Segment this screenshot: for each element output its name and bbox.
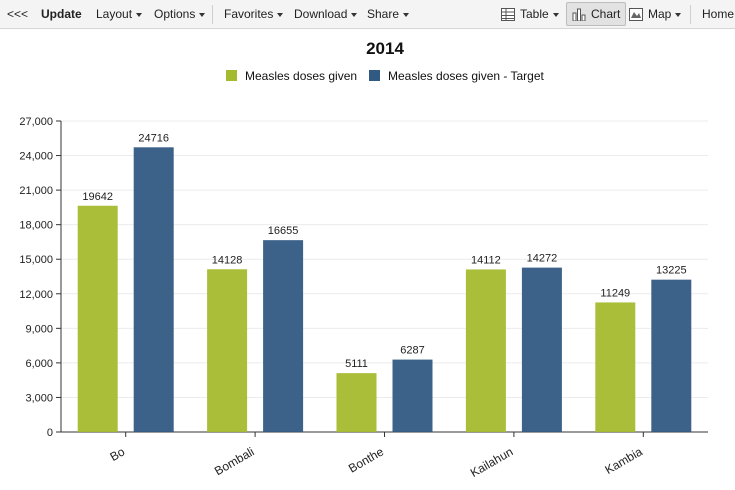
chart-label: Chart	[591, 7, 621, 21]
bar-target	[133, 147, 174, 432]
y-tick-label: 18,000	[19, 220, 53, 232]
y-tick-label: 15,000	[19, 254, 53, 266]
data-label: 6287	[400, 345, 424, 357]
legend-item-1[interactable]: Measles doses given	[226, 69, 357, 83]
legend-swatch-2	[369, 70, 380, 81]
y-tick-label: 24,000	[19, 151, 53, 163]
update-button[interactable]: Update	[41, 7, 82, 21]
x-tick-label: Bonthe	[346, 444, 386, 475]
options-label: Options	[154, 7, 196, 21]
separator	[212, 5, 213, 24]
home-button[interactable]: Home	[702, 7, 735, 21]
separator	[690, 5, 691, 24]
bar-given	[336, 373, 377, 432]
toolbar: <<< Update Layout Options Favorites Down…	[0, 0, 735, 29]
map-label: Map	[648, 7, 672, 21]
data-label: 19642	[82, 191, 113, 203]
data-label: 5111	[345, 358, 368, 370]
data-label: 14272	[527, 253, 558, 265]
legend-label-2: Measles doses given - Target	[388, 69, 545, 83]
table-label: Table	[520, 7, 549, 21]
chart-title: 2014	[366, 39, 404, 58]
bar-target	[651, 279, 692, 432]
favorites-label: Favorites	[224, 7, 274, 21]
legend-swatch-1	[226, 70, 237, 81]
x-tick-label: Kailahun	[468, 444, 515, 479]
plot-area: 0 3,000 6,000 9,000 12,000 15,000 18,000 21,000…	[19, 116, 708, 480]
table-menu[interactable]: Table	[501, 4, 559, 25]
back-button[interactable]: <<<	[7, 7, 29, 21]
data-label: 13225	[656, 265, 687, 277]
table-icon	[501, 8, 515, 22]
bar-target	[392, 359, 433, 432]
bar-given	[77, 205, 118, 432]
chevron-down-icon	[199, 12, 206, 17]
share-label: Share	[367, 7, 400, 21]
legend-item-2[interactable]: Measles doses given - Target	[369, 69, 545, 83]
y-tick-label: 6,000	[25, 358, 53, 370]
x-tick-label: Bombali	[212, 444, 257, 478]
chart-area: 2014 Measles doses given Measles doses g…	[0, 30, 735, 485]
y-tick-label: 21,000	[19, 185, 53, 197]
y-tick-label: 3,000	[25, 392, 53, 404]
favorites-menu[interactable]: Favorites	[224, 4, 284, 25]
share-menu[interactable]: Share	[367, 4, 410, 25]
legend-label-1: Measles doses given	[245, 69, 357, 83]
data-label: 16655	[268, 225, 299, 237]
bar-chart-icon	[572, 8, 586, 22]
x-tick-label: Kambia	[603, 444, 646, 477]
y-tick-label: 9,000	[25, 323, 53, 335]
y-tick-label: 12,000	[19, 289, 53, 301]
chart-button[interactable]: Chart	[566, 2, 627, 26]
data-label: 14128	[212, 254, 243, 266]
y-tick-label: 27,000	[19, 116, 53, 128]
x-tick-label: Bo	[107, 444, 127, 464]
bar-given	[465, 269, 506, 432]
map-icon	[629, 8, 643, 22]
legend: Measles doses given Measles doses given …	[226, 69, 545, 83]
bar-given	[207, 269, 248, 432]
download-menu[interactable]: Download	[294, 4, 358, 25]
download-label: Download	[294, 7, 348, 21]
chevron-down-icon	[351, 12, 358, 17]
options-menu[interactable]: Options	[154, 4, 206, 25]
layout-label: Layout	[96, 7, 133, 21]
chevron-down-icon	[675, 12, 682, 17]
layout-menu[interactable]: Layout	[96, 4, 143, 25]
bar-target	[521, 267, 562, 432]
bar-given	[595, 302, 636, 432]
data-label: 24716	[138, 132, 169, 144]
chevron-down-icon	[277, 12, 284, 17]
bar-target	[263, 240, 304, 432]
chevron-down-icon	[552, 12, 559, 17]
chevron-down-icon	[136, 12, 143, 17]
data-label: 11249	[600, 287, 630, 299]
bar-chart: 2014 Measles doses given Measles doses g…	[19, 39, 708, 480]
y-tick-label: 0	[47, 427, 53, 439]
chevron-down-icon	[403, 12, 410, 17]
map-menu[interactable]: Map	[629, 4, 682, 25]
data-label: 14112	[471, 254, 501, 266]
